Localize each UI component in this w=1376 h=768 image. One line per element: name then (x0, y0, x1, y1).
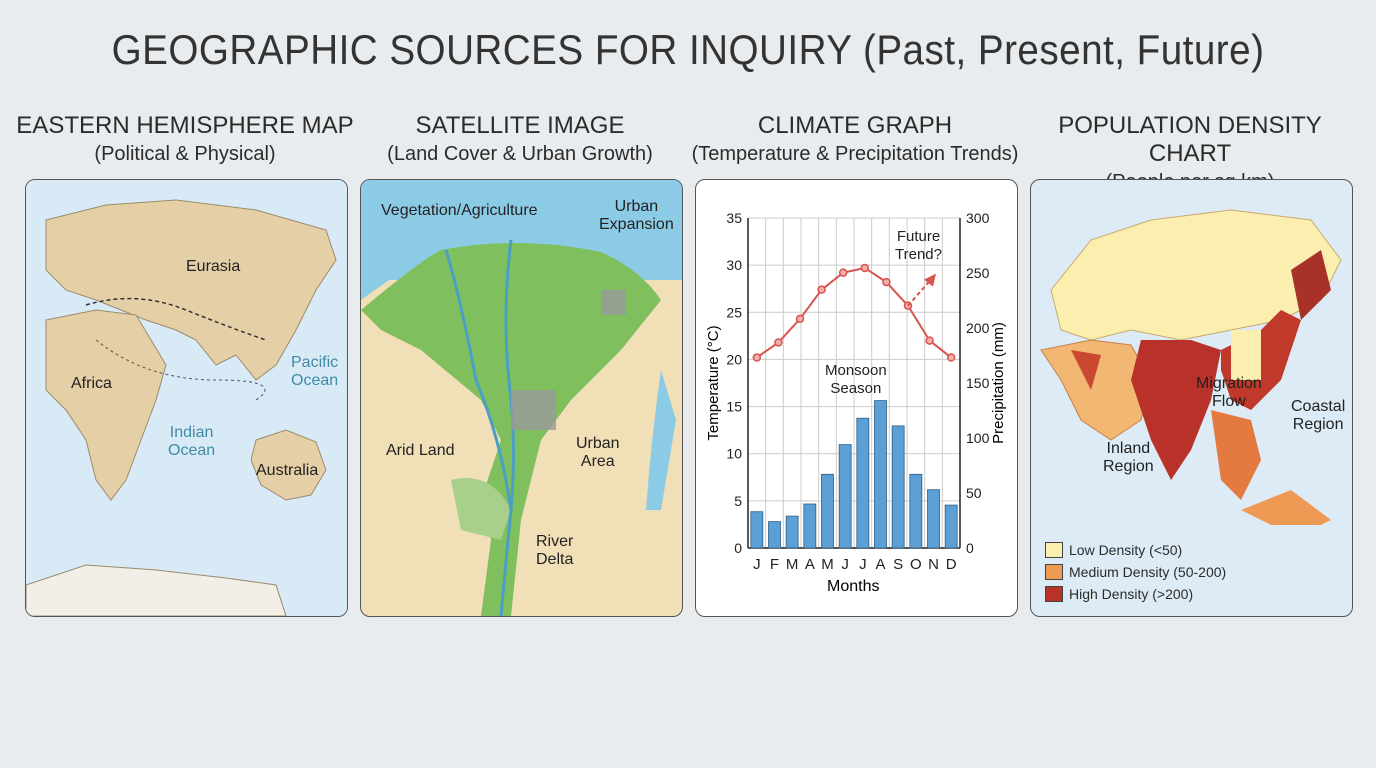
x-tick-label: J (841, 556, 849, 573)
temperature-point (882, 277, 891, 287)
precipitation-bar (821, 473, 834, 549)
panel-title-satellite: SATELLITE IMAGE (Land Cover & Urban Growt… (350, 112, 690, 168)
y-tick-label-right: 150 (966, 375, 990, 391)
annotation-monsoon: Monsoon Season (825, 362, 887, 397)
x-tick-label: J (753, 556, 761, 573)
eastern-hemisphere-map: Eurasia Africa Pacific Ocean Indian Ocea… (25, 179, 348, 617)
precipitation-bar (785, 515, 799, 549)
y-tick-label-left: 10 (726, 446, 742, 462)
climate-title: CLIMATE GRAPH (757, 112, 953, 139)
label-urban-expansion: Urban Expansion (599, 198, 674, 233)
precipitation-bar (856, 417, 870, 549)
legend-label-medium: Medium Density (50-200) (1069, 564, 1227, 580)
x-tick-label: S (893, 556, 903, 573)
x-tick-label: A (875, 556, 885, 573)
x-tick-label: M (821, 556, 834, 573)
temperature-point (817, 285, 826, 294)
y-tick-label-left: 20 (726, 351, 742, 367)
satellite-subtitle: (Land Cover & Urban Growth) (387, 143, 653, 165)
label-africa: Africa (71, 375, 112, 392)
y-tick-label-right: 0 (966, 540, 974, 556)
y-tick-label-right: 100 (966, 430, 990, 446)
y-tick-label-right: 250 (966, 265, 990, 281)
label-inland-region: Inland Region (1103, 440, 1154, 475)
temperature-point (795, 314, 805, 324)
satellite-graphic (361, 180, 682, 616)
y-tick-label-right: 200 (966, 320, 990, 336)
x-tick-label: N (928, 556, 939, 573)
legend-swatch-low (1045, 542, 1063, 558)
panel-title-map: EASTERN HEMISPHERE MAP (Political & Physi… (15, 112, 355, 168)
y-tick-label-left: 5 (734, 493, 742, 509)
legend-label-high: High Density (>200) (1069, 586, 1194, 602)
population-density-map: Migration Flow Coastal Region Inland Reg… (1030, 179, 1353, 617)
world-map-graphic (26, 180, 347, 616)
precipitation-bar (803, 503, 817, 549)
label-coastal-region: Coastal Region (1291, 398, 1346, 433)
label-indian-ocean: Indian Ocean (168, 424, 216, 459)
x-tick-label: J (859, 556, 867, 573)
y-axis-label-left: Temperature (°C) (705, 325, 722, 440)
x-tick-label: O (910, 556, 922, 573)
temperature-point (860, 263, 870, 273)
precipitation-bar (944, 504, 958, 549)
y-tick-label-right: 300 (966, 210, 990, 226)
precipitation-bar (909, 473, 923, 549)
label-urban-area: Urban Area (576, 435, 620, 470)
temperature-point (774, 338, 783, 347)
annotation-future-trend: Future Trend? (895, 228, 942, 263)
label-arid-land: Arid Land (386, 442, 455, 459)
population-title: POPULATION DENSITY CHART (1058, 112, 1322, 167)
population-map-graphic (1040, 209, 1342, 525)
legend-medium-density: Medium Density (50-200) (1045, 564, 1226, 580)
page-title: GEOGRAPHIC SOURCES FOR INQUIRY (Past, Pr… (111, 26, 1265, 73)
temperature-point (752, 353, 762, 362)
y-tick-label-left: 0 (734, 540, 742, 556)
x-axis-label: Months (827, 578, 879, 595)
y-tick-label-left: 25 (726, 304, 742, 320)
temperature-point (925, 336, 934, 345)
legend-swatch-high (1045, 586, 1063, 602)
y-tick-label-left: 15 (726, 399, 742, 415)
x-tick-label: A (805, 556, 815, 573)
satellite-image: Vegetation/Agriculture Urban Expansion A… (360, 179, 683, 617)
y-tick-label-left: 30 (726, 257, 742, 273)
precipitation-bar (891, 425, 905, 549)
satellite-title: SATELLITE IMAGE (415, 112, 625, 139)
precipitation-bar (874, 400, 887, 549)
temperature-point (838, 268, 848, 277)
legend-high-density: High Density (>200) (1045, 586, 1193, 602)
precipitation-bar (838, 444, 852, 549)
future-trend-arrowhead (923, 273, 936, 287)
y-tick-label-right: 50 (966, 485, 982, 501)
x-tick-label: M (786, 556, 799, 573)
y-axis-label-right: Precipitation (mm) (990, 322, 1007, 444)
future-trend-arrow (907, 280, 931, 307)
y-tick-label-left: 35 (726, 210, 742, 226)
climate-subtitle: (Temperature & Precipitation Trends) (691, 143, 1019, 165)
label-migration-flow: Migration Flow (1196, 375, 1262, 410)
precipitation-bar (927, 489, 940, 549)
label-eurasia: Eurasia (186, 258, 241, 275)
x-tick-label: F (770, 556, 779, 573)
map-subtitle: (Political & Physical) (94, 143, 276, 165)
temperature-line (756, 266, 952, 359)
legend-low-density: Low Density (<50) (1045, 542, 1182, 558)
legend-label-low: Low Density (<50) (1069, 542, 1183, 558)
map-title: EASTERN HEMISPHERE MAP (16, 112, 354, 139)
x-tick-label: D (946, 556, 957, 573)
label-vegetation: Vegetation/Agriculture (381, 202, 538, 219)
precipitation-bar (750, 511, 764, 549)
temperature-point (946, 353, 956, 362)
precipitation-bar (768, 521, 781, 549)
label-australia: Australia (256, 462, 319, 479)
legend-swatch-medium (1045, 564, 1063, 580)
panel-title-climate: CLIMATE GRAPH (Temperature & Precipitatio… (685, 112, 1025, 168)
label-river-delta: River Delta (536, 533, 574, 568)
label-pacific-ocean: Pacific Ocean (291, 354, 339, 389)
